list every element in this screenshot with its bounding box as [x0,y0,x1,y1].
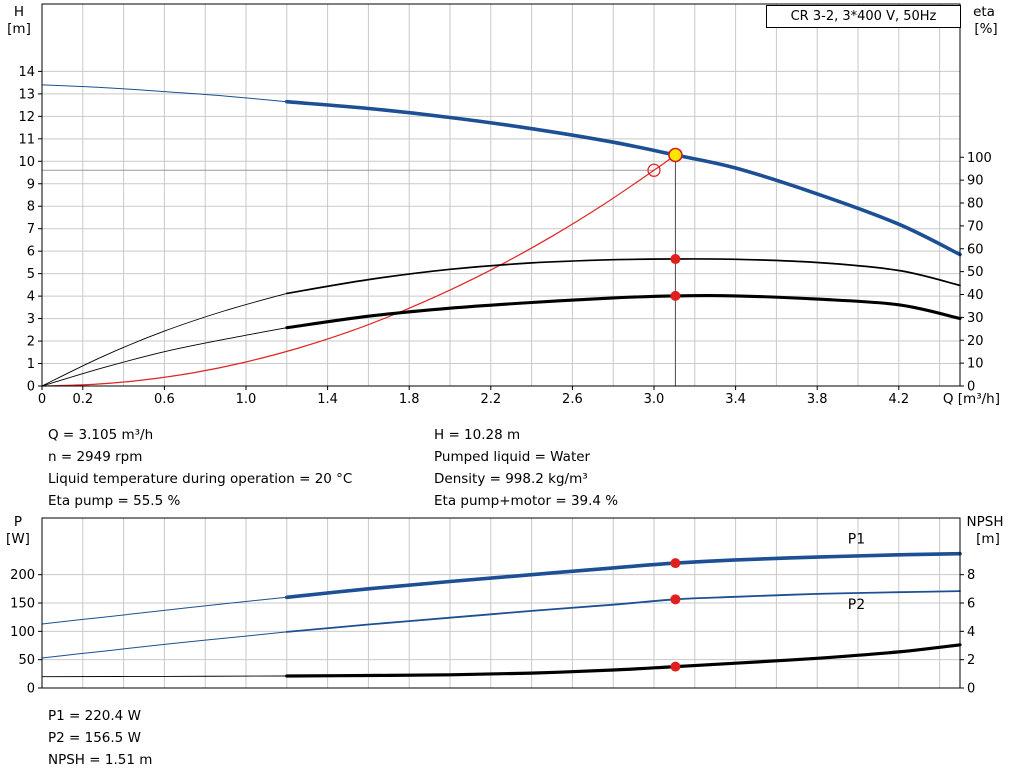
left-tick-label: 0 [27,380,35,395]
npsh-curve [285,643,962,678]
x-tick-label: 0.2 [72,392,93,407]
right-tick-label: 2 [967,653,975,668]
x-tick-label: 3.8 [807,392,828,407]
info-p1: P1 = 220.4 W [48,708,141,724]
left-tick-label: 3 [27,312,35,327]
system-curve [41,154,676,387]
left-tick-label: 6 [27,245,35,260]
left-tick-label: 8 [27,200,35,215]
head-efficiency-chart: 0 0.2 0.6 1.0 1.4 1.8 2.2 2.6 3.0 3.4 3.8 4.2012345… [7,3,1000,407]
x-tick-label: 1.0 [236,392,257,407]
right-axis-title: [%] [974,21,997,37]
right-tick-label: 20 [967,334,984,349]
left-axis-title: [m] [7,21,31,37]
x-tick-label: 0.6 [154,392,175,407]
right-tick-label: 40 [967,288,984,303]
x-tick-label: 3.4 [725,392,746,407]
right-axis-title: NPSH [967,514,1004,530]
info-eta-pump-motor: Eta pump+motor = 39.4 % [434,493,619,509]
x-tick-label: 1.8 [399,392,420,407]
x-tick-label: 1.4 [317,392,338,407]
left-tick-label: 12 [18,110,35,125]
info-flow: Q = 3.105 m³/h [48,427,154,443]
head-curve [285,99,962,257]
right-tick-label: 70 [967,219,984,234]
eta-pump-curve [285,258,961,295]
left-tick-label: 13 [18,87,35,102]
left-axis-title: [W] [6,531,30,547]
pump-title: CR 3-2, 3*400 V, 50Hz [790,9,937,24]
info-density: Density = 998.2 kg/m³ [434,471,588,487]
plot-frame [41,3,961,387]
right-tick-label: 80 [967,197,984,212]
left-tick-label: 150 [10,597,35,612]
right-axis-title: [m] [976,531,1000,547]
duty-info-left: Q = 3.105 m³/h n = 2949 rpm Liquid tempe… [48,424,352,512]
right-axis-title: eta [973,4,995,20]
npsh-curve-preview [41,675,288,678]
right-tick-label: 8 [967,568,975,583]
info-pumped-liquid: Pumped liquid = Water [434,449,591,465]
p1-point [670,558,681,569]
left-tick-label: 5 [27,267,35,282]
left-tick-label: 9 [27,177,35,192]
right-tick-label: 0 [967,380,975,395]
eta-pump-curve-preview [41,292,288,387]
p1-curve [285,551,962,600]
x-tick-label: 0 [38,392,46,407]
right-tick-label: 90 [967,174,984,189]
p2-point [670,594,681,605]
right-tick-label: 4 [967,625,975,640]
power-npsh-chart: 0 50 100 150 200 0 2 4 6 8 P1 P2 P[W] NPSH[m] [6,514,1004,697]
left-tick-label: 2 [27,335,35,350]
left-axis-title: H [14,4,24,20]
right-tick-label: 60 [967,242,984,257]
p2-label: P2 [848,597,865,613]
eta-pump-motor-curve-preview [41,327,288,387]
left-tick-label: 14 [18,65,35,80]
power-info: P1 = 220.4 W P2 = 156.5 W NPSH = 1.51 m [48,705,152,771]
x-tick-label: 2.6 [562,392,583,407]
x-tick-label: 2.2 [480,392,501,407]
eta-pump-motor-curve [285,293,962,330]
x-tick-label: 4.2 [888,392,909,407]
left-tick-label: 10 [18,155,35,170]
eta-pump-point [670,254,681,265]
left-tick-label: 11 [18,132,35,147]
p2-curve-preview [41,631,288,659]
right-tick-label: 6 [967,597,975,612]
right-tick-label: 30 [967,311,984,326]
actual-duty-point [668,147,683,163]
eta-pump-motor-point [670,290,681,301]
right-tick-label: 0 [967,682,975,697]
right-tick-label: 100 [967,151,992,166]
left-tick-label: 100 [10,625,35,640]
p2-curve [285,590,961,633]
info-liquid-temperature: Liquid temperature during operation = 20… [48,471,353,487]
right-tick-label: 50 [967,265,984,280]
p1-curve-preview [41,596,288,625]
specified-duty-point [647,163,661,177]
info-npsh: NPSH = 1.51 m [48,752,153,768]
info-p2: P2 = 156.5 W [48,730,141,746]
left-tick-label: 4 [27,290,35,305]
left-axis-title: P [14,514,22,530]
right-tick-label: 10 [967,357,984,372]
x-axis-title: Q [m³/h] [943,391,1000,407]
head-curve-preview [41,84,288,103]
x-tick-label: 3.0 [644,392,665,407]
duty-info-right: H = 10.28 m Pumped liquid = Water Densit… [434,424,618,512]
left-tick-label: 1 [27,357,35,372]
left-tick-label: 7 [27,222,35,237]
info-eta-pump: Eta pump = 55.5 % [48,493,181,509]
left-tick-label: 0 [27,682,35,697]
info-speed: n = 2949 rpm [48,449,143,465]
npsh-point [670,661,681,672]
pump-title-box: CR 3-2, 3*400 V, 50Hz [766,5,961,28]
p1-label: P1 [848,532,865,548]
left-tick-label: 50 [18,653,35,668]
info-head: H = 10.28 m [434,427,521,443]
left-tick-label: 200 [10,568,35,583]
